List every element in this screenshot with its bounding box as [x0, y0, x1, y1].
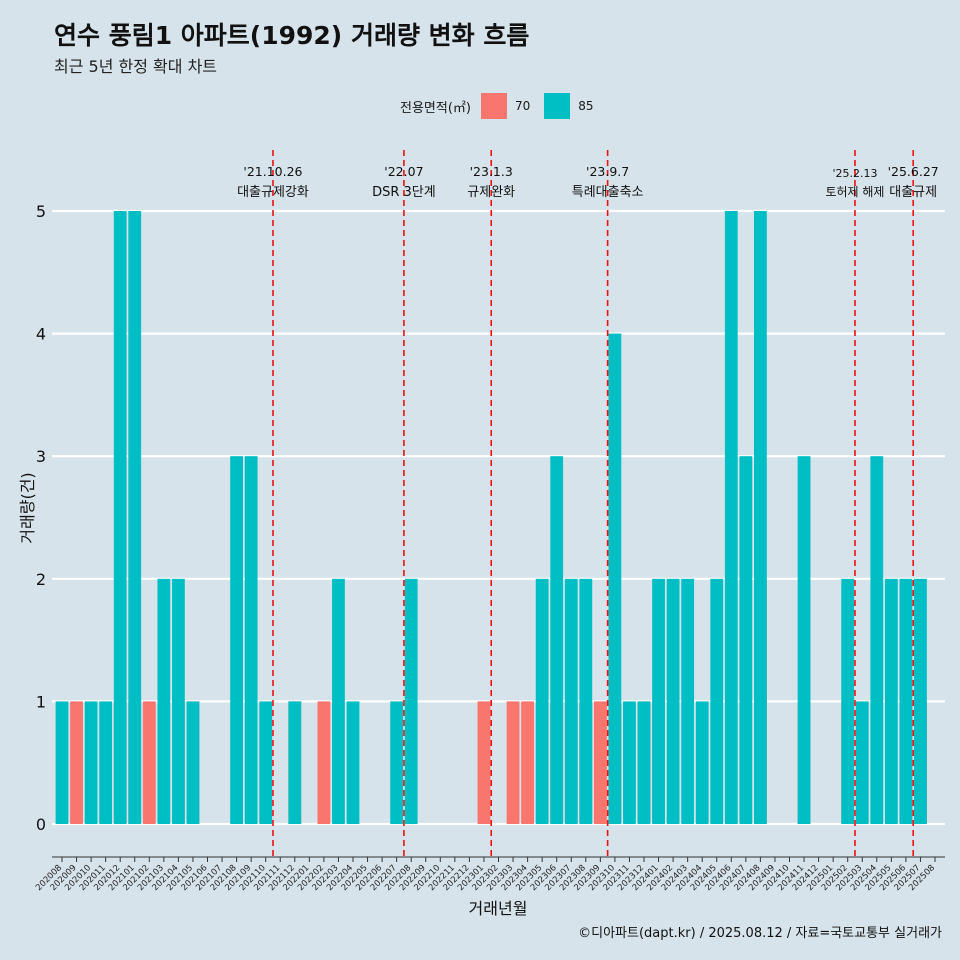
bar-85-202012 — [113, 211, 127, 824]
bar-70-202303 — [506, 701, 520, 824]
bar-85-202010 — [84, 701, 98, 824]
bar-85-202402 — [666, 578, 680, 824]
event-date-2: '22.07 — [384, 164, 423, 179]
bar-85-202306 — [550, 456, 564, 824]
bar-85-202506 — [899, 578, 913, 824]
bar-85-202008 — [55, 701, 69, 824]
bar-85-202308 — [579, 578, 593, 824]
y-tick-label: 5 — [36, 202, 46, 221]
event-date-1: '21.10.26 — [243, 164, 302, 179]
legend-label-70: 70 — [514, 99, 531, 113]
bar-70-202009 — [70, 701, 83, 824]
source-caption: ©디아파트(dapt.kr) / 2025.08.12 / 자료=국토교통부 실… — [578, 926, 942, 941]
event-date-3: '23.1.3 — [470, 164, 513, 179]
chart-subtitle: 최근 5년 한정 확대 차트 — [54, 57, 218, 76]
bar-85-202105 — [186, 701, 200, 824]
legend-title: 전용면적(㎡) — [400, 100, 471, 116]
bar-85-202101 — [128, 211, 142, 824]
bar-85-202503 — [855, 701, 869, 824]
bar-70-202309 — [593, 701, 607, 824]
bar-85-202407 — [739, 456, 753, 824]
bar-70-202301 — [477, 701, 491, 824]
bar-85-202110 — [259, 701, 273, 824]
bar-85-202311 — [623, 701, 636, 824]
y-tick-label: 4 — [36, 325, 46, 344]
bar-85-202103 — [157, 578, 171, 824]
bar-85-202104 — [171, 578, 185, 824]
bar-85-202310 — [608, 333, 622, 824]
bar-85-202207 — [390, 701, 404, 824]
bar-85-202109 — [244, 456, 258, 824]
bar-70-202304 — [521, 701, 535, 824]
bar-85-202307 — [564, 578, 578, 824]
y-tick-label: 2 — [36, 570, 46, 589]
bar-85-202405 — [710, 578, 724, 824]
bar-85-202112 — [288, 701, 302, 824]
bar-85-202204 — [346, 701, 360, 824]
y-tick-label: 0 — [36, 815, 46, 834]
bar-85-202406 — [724, 211, 738, 824]
legend-label-85: 85 — [578, 99, 594, 113]
event-date-4: '23.9.7 — [586, 164, 629, 179]
bar-85-202203 — [332, 578, 345, 824]
y-tick-label: 1 — [36, 692, 46, 711]
bar-85-202108 — [230, 456, 244, 824]
legend-key-85 — [544, 93, 571, 119]
bar-85-202404 — [695, 701, 709, 824]
bar-85-202403 — [681, 578, 695, 824]
event-label-5: 토허제 해제 — [825, 185, 884, 199]
event-label-1: 대출규제강화 — [237, 185, 309, 200]
y-axis-title: 거래량(건) — [18, 472, 37, 543]
legend-key-70 — [480, 93, 507, 119]
bar-85-202505 — [884, 578, 898, 824]
bar-85-202208 — [404, 578, 418, 824]
chart-title: 연수 풍림1 아파트(1992) 거래량 변화 흐름 — [54, 21, 530, 50]
event-label-4: 특례대출축소 — [572, 185, 644, 200]
legend: 전용면적(㎡) 70 85 — [400, 93, 608, 119]
bar-85-202504 — [870, 456, 884, 824]
bar-70-202202 — [317, 701, 331, 824]
bar-85-202502 — [841, 578, 855, 824]
bar-85-202411 — [797, 456, 811, 824]
bar-85-202507 — [914, 578, 927, 824]
bar-85-202312 — [637, 701, 651, 824]
x-axis-title: 거래년월 — [469, 899, 528, 918]
event-date-5: '25.2.13 — [832, 167, 877, 180]
event-label-2: DSR 3단계 — [372, 185, 436, 200]
event-label-3: 규제완화 — [467, 185, 515, 200]
event-date-6: '25.6.27 — [888, 164, 939, 179]
bar-85-202401 — [652, 578, 665, 824]
y-tick-label: 3 — [36, 447, 46, 466]
event-label-6: 대출규제 — [889, 185, 937, 200]
bar-70-202102 — [142, 701, 156, 824]
bar-85-202408 — [753, 211, 767, 824]
bar-85-202011 — [99, 701, 113, 824]
bar-85-202305 — [535, 578, 549, 824]
